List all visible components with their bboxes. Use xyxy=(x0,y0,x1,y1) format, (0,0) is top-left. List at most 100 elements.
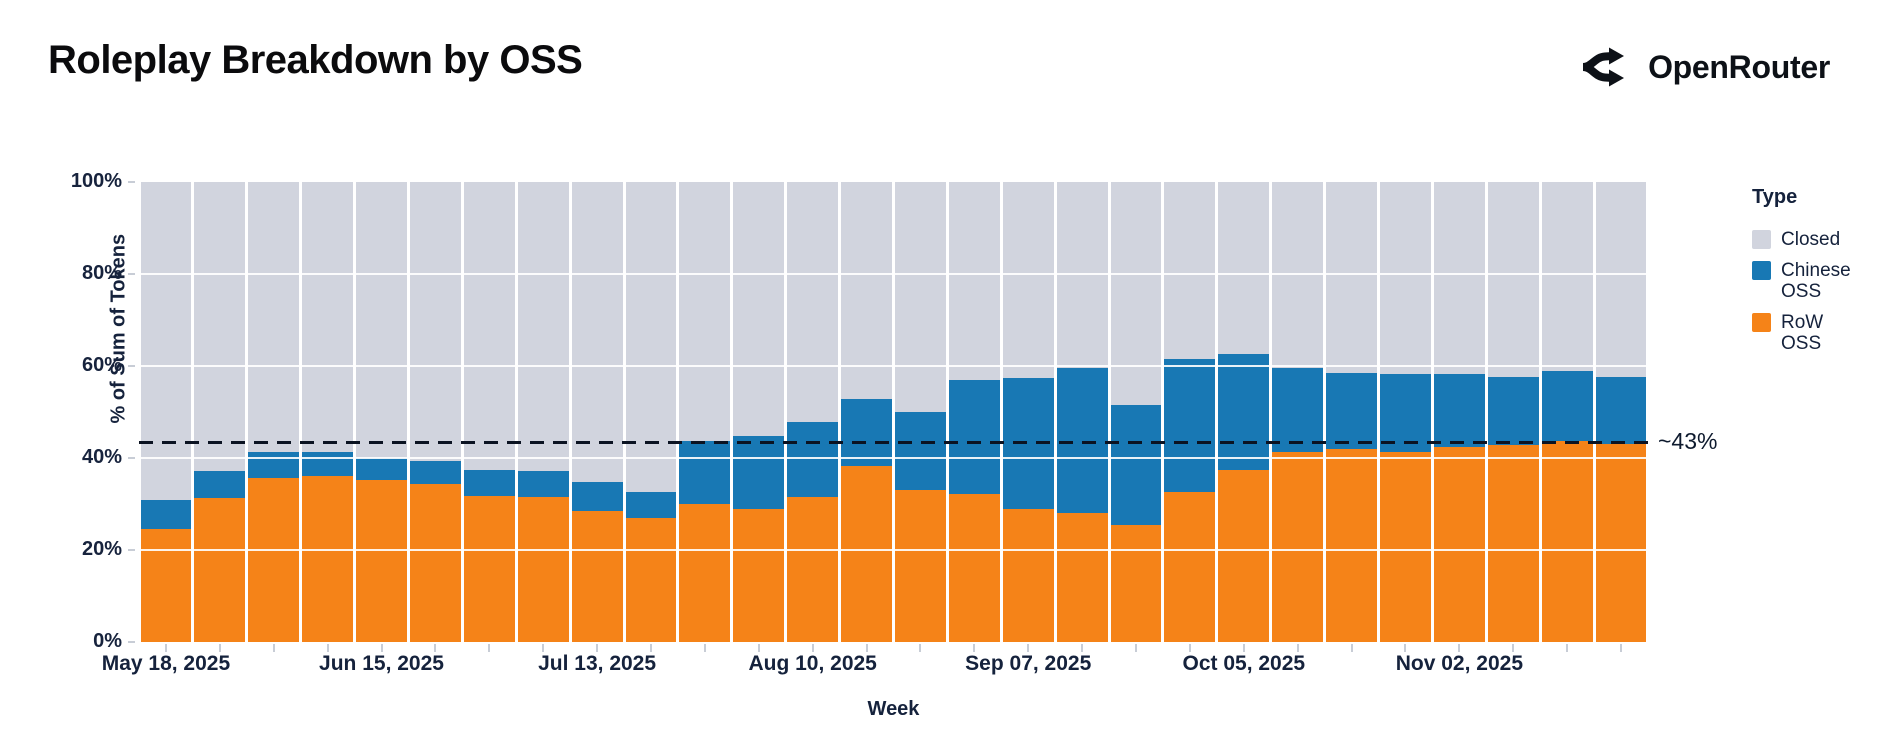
bar-segment-chinese-oss[interactable] xyxy=(841,398,892,466)
bar-segment-chinese-oss[interactable] xyxy=(1326,372,1377,450)
bar-segment-chinese-oss[interactable] xyxy=(1218,353,1270,471)
bar-segment-closed[interactable] xyxy=(517,182,569,472)
bar-segment-row-oss[interactable] xyxy=(1164,492,1216,642)
bar-segment-closed[interactable] xyxy=(248,182,300,453)
bar-segment-chinese-oss[interactable] xyxy=(356,457,407,480)
bar-week[interactable] xyxy=(841,182,892,642)
bar-segment-row-oss[interactable] xyxy=(409,484,461,642)
bar-segment-row-oss[interactable] xyxy=(140,529,192,642)
bar-week[interactable] xyxy=(517,182,569,642)
bar-segment-row-oss[interactable] xyxy=(679,503,731,642)
bar-segment-row-oss[interactable] xyxy=(841,465,892,642)
bar-segment-chinese-oss[interactable] xyxy=(1056,368,1108,514)
legend-item-closed[interactable]: Closed xyxy=(1752,229,1872,250)
bar-week[interactable] xyxy=(1164,182,1216,642)
bar-segment-closed[interactable] xyxy=(571,182,623,482)
bar-segment-chinese-oss[interactable] xyxy=(679,440,731,504)
bar-segment-chinese-oss[interactable] xyxy=(463,469,515,497)
bar-segment-chinese-oss[interactable] xyxy=(302,452,354,477)
bar-segment-row-oss[interactable] xyxy=(894,490,946,642)
bar-week[interactable] xyxy=(733,182,785,642)
bar-segment-closed[interactable] xyxy=(948,182,1000,381)
bar-segment-chinese-oss[interactable] xyxy=(733,436,785,509)
bar-segment-chinese-oss[interactable] xyxy=(1110,404,1162,526)
bar-week[interactable] xyxy=(1595,182,1647,642)
bar-week[interactable] xyxy=(463,182,515,642)
bar-segment-closed[interactable] xyxy=(1433,182,1485,375)
legend-item-row-oss[interactable]: RoW OSS xyxy=(1752,312,1872,354)
bar-segment-chinese-oss[interactable] xyxy=(787,422,839,498)
bar-segment-closed[interactable] xyxy=(1218,182,1270,354)
bar-week[interactable] xyxy=(571,182,623,642)
bar-segment-row-oss[interactable] xyxy=(1218,470,1270,642)
bar-segment-row-oss[interactable] xyxy=(1056,513,1108,642)
bar-segment-closed[interactable] xyxy=(1110,182,1162,405)
bar-segment-row-oss[interactable] xyxy=(1541,440,1593,642)
bar-segment-row-oss[interactable] xyxy=(1487,444,1539,642)
bar-segment-row-oss[interactable] xyxy=(948,494,1000,642)
bar-segment-row-oss[interactable] xyxy=(1433,446,1485,642)
bar-week[interactable] xyxy=(625,182,677,642)
bar-segment-chinese-oss[interactable] xyxy=(625,492,677,518)
bar-segment-row-oss[interactable] xyxy=(194,498,246,642)
bar-week[interactable] xyxy=(1487,182,1539,642)
bar-segment-closed[interactable] xyxy=(733,182,785,437)
bar-segment-chinese-oss[interactable] xyxy=(571,481,623,512)
bar-segment-row-oss[interactable] xyxy=(356,479,407,642)
bar-segment-closed[interactable] xyxy=(1056,182,1108,369)
bar-segment-row-oss[interactable] xyxy=(1110,525,1162,642)
bar-week[interactable] xyxy=(1272,182,1324,642)
bar-segment-row-oss[interactable] xyxy=(1326,449,1377,642)
bar-segment-row-oss[interactable] xyxy=(1379,451,1431,642)
bar-segment-closed[interactable] xyxy=(1379,182,1431,375)
bar-week[interactable] xyxy=(1541,182,1593,642)
bar-segment-chinese-oss[interactable] xyxy=(248,452,300,478)
bar-week[interactable] xyxy=(948,182,1000,642)
legend-item-chinese-oss[interactable]: Chinese OSS xyxy=(1752,260,1872,302)
bar-segment-closed[interactable] xyxy=(1164,182,1216,360)
bar-segment-row-oss[interactable] xyxy=(1002,509,1054,642)
bar-segment-row-oss[interactable] xyxy=(463,496,515,642)
bar-week[interactable] xyxy=(1110,182,1162,642)
bar-segment-closed[interactable] xyxy=(302,182,354,453)
bar-week[interactable] xyxy=(302,182,354,642)
bar-segment-chinese-oss[interactable] xyxy=(1164,359,1216,493)
bar-segment-chinese-oss[interactable] xyxy=(894,412,946,491)
bar-segment-chinese-oss[interactable] xyxy=(409,461,461,485)
bar-segment-row-oss[interactable] xyxy=(302,476,354,642)
bar-segment-chinese-oss[interactable] xyxy=(517,471,569,498)
bar-segment-row-oss[interactable] xyxy=(787,497,839,642)
bar-segment-row-oss[interactable] xyxy=(571,511,623,642)
bar-week[interactable] xyxy=(140,182,192,642)
bar-segment-closed[interactable] xyxy=(625,182,677,493)
bar-week[interactable] xyxy=(1218,182,1270,642)
bar-segment-row-oss[interactable] xyxy=(625,517,677,642)
bar-segment-closed[interactable] xyxy=(679,182,731,441)
bar-segment-chinese-oss[interactable] xyxy=(1379,374,1431,452)
bar-week[interactable] xyxy=(787,182,839,642)
bar-segment-closed[interactable] xyxy=(841,182,892,399)
bar-segment-closed[interactable] xyxy=(1487,182,1539,377)
bar-segment-closed[interactable] xyxy=(194,182,246,471)
bar-week[interactable] xyxy=(194,182,246,642)
bar-week[interactable] xyxy=(248,182,300,642)
bar-week[interactable] xyxy=(1379,182,1431,642)
bar-week[interactable] xyxy=(409,182,461,642)
bar-segment-closed[interactable] xyxy=(356,182,407,458)
bar-segment-chinese-oss[interactable] xyxy=(1433,374,1485,447)
bar-segment-closed[interactable] xyxy=(1002,182,1054,378)
bar-segment-closed[interactable] xyxy=(1595,182,1647,378)
bar-segment-row-oss[interactable] xyxy=(517,497,569,642)
bar-segment-row-oss[interactable] xyxy=(248,477,300,642)
bar-week[interactable] xyxy=(1326,182,1377,642)
bar-week[interactable] xyxy=(1433,182,1485,642)
bar-segment-row-oss[interactable] xyxy=(1272,452,1324,642)
bar-segment-chinese-oss[interactable] xyxy=(194,470,246,499)
bar-segment-row-oss[interactable] xyxy=(733,508,785,642)
bar-segment-closed[interactable] xyxy=(463,182,515,470)
bar-segment-chinese-oss[interactable] xyxy=(1541,370,1593,441)
bar-segment-closed[interactable] xyxy=(1541,182,1593,371)
bar-segment-closed[interactable] xyxy=(1326,182,1377,373)
bar-week[interactable] xyxy=(356,182,407,642)
bar-segment-row-oss[interactable] xyxy=(1595,444,1647,642)
